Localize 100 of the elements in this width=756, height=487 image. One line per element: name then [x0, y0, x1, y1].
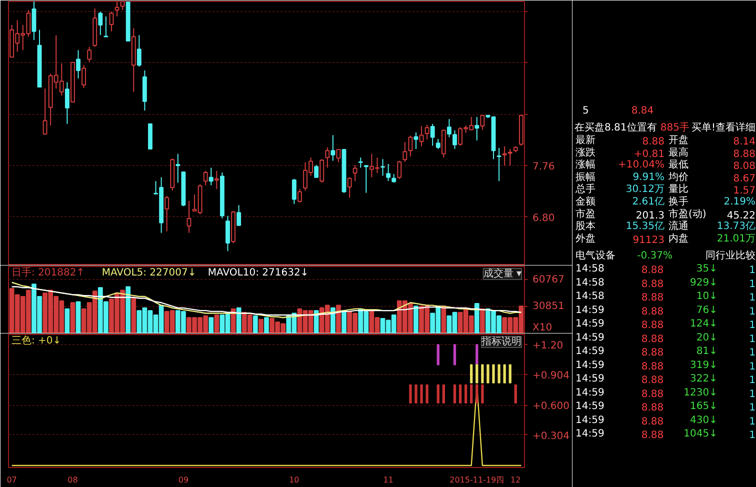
text: 8.88 [641, 388, 664, 400]
text: 1230↓ [684, 387, 718, 398]
text: 8.14 [733, 136, 756, 148]
text: +0.81 [634, 148, 665, 160]
y-tick-label: +0.600 [532, 401, 570, 412]
text: 1 [749, 388, 756, 400]
text: 9.91% [632, 172, 665, 183]
y-tick-label: 60767 [532, 274, 564, 286]
annotation: 成交量 ▾ [483, 268, 522, 280]
series-label: 日手: 201882↑ [11, 266, 85, 278]
text: 929↓ [690, 277, 718, 288]
text: 15.35亿 [626, 221, 665, 232]
text: 总手 [574, 183, 596, 196]
candlestick [446, 118, 452, 138]
text: 14:59 [576, 414, 604, 426]
candlestick [402, 142, 408, 162]
text: 8.88 [641, 348, 664, 359]
text: 最新 [576, 134, 596, 146]
candlestick [76, 50, 80, 79]
candlestick [474, 116, 480, 141]
candlestick [236, 204, 242, 226]
candlestick [42, 88, 48, 135]
y-tick-label: 30851 [532, 300, 564, 312]
text: 1 [749, 292, 756, 304]
candlestick [397, 160, 402, 180]
text: 买单!查看详细 [691, 122, 756, 134]
text: 14:59 [576, 360, 604, 371]
x-tick-label: 09 [178, 476, 189, 484]
candlestick [186, 200, 192, 234]
candlestick [408, 135, 413, 157]
text: 45.22 [726, 210, 756, 222]
x-tick-label: 10 [289, 476, 300, 484]
candlestick [164, 196, 170, 232]
candlestick [208, 167, 214, 186]
text: 1 [749, 348, 756, 359]
text: 三色: +0↓ [11, 334, 62, 346]
text: 1 [749, 278, 756, 290]
candlestick [352, 164, 358, 182]
text: 76↓ [696, 304, 718, 316]
text: 1.57 [733, 186, 756, 197]
text: 1 [749, 402, 756, 414]
text: 14:59 [576, 304, 604, 316]
text: 1 [749, 265, 756, 276]
text: 8.88 [641, 292, 664, 304]
y-tick-label: 6.80 [532, 212, 555, 224]
candlestick [98, 11, 103, 36]
text: 10↓ [696, 291, 718, 302]
candlestick [436, 138, 440, 150]
text: 内盘 [668, 232, 688, 244]
candlestick [441, 129, 446, 158]
text: MAVOL10: 271632↓ [208, 268, 309, 278]
text: 14:59 [576, 374, 604, 385]
text: 外盘 [576, 232, 596, 244]
text: 同行业比较 [706, 250, 756, 262]
text: 14:59 [576, 401, 604, 412]
y-tick-label: +1.20 [532, 340, 564, 352]
text: 8.88 [641, 334, 664, 345]
text: 1 [749, 430, 756, 442]
text: -0.37% [637, 250, 673, 262]
candlestick [364, 165, 368, 194]
candlestick [82, 64, 86, 89]
candlestick [203, 170, 208, 186]
text: 股本 [576, 220, 596, 232]
text: 最低 [668, 160, 688, 171]
candlestick [358, 157, 363, 168]
text: 165↓ [690, 401, 718, 412]
text: 1 [749, 320, 756, 332]
text: 8.67 [733, 173, 756, 184]
text: 81↓ [696, 346, 718, 358]
candlestick [419, 126, 424, 147]
candlestick [424, 124, 430, 140]
text: 1 [749, 306, 756, 318]
candlestick [176, 153, 180, 184]
annotation: 指标说明 [480, 336, 522, 348]
text: 8.88 [641, 306, 664, 318]
candlestick [314, 164, 319, 178]
text: 8.88 [641, 430, 664, 442]
y-tick-label: 7.76 [532, 162, 555, 173]
candlestick [292, 178, 296, 205]
text: 涨跌 [576, 146, 596, 158]
text: 市盈(动) [668, 208, 706, 220]
candlestick [320, 158, 324, 184]
candlestick [480, 114, 485, 130]
y-tick-label: +0.904 [532, 370, 570, 382]
candlestick [502, 146, 507, 166]
candlestick [496, 147, 502, 182]
text: 量比 [668, 183, 688, 196]
text: 2.19% [724, 196, 756, 208]
text: 319↓ [690, 360, 718, 371]
candlestick [386, 163, 391, 182]
x-tick-label: 2015-11-19四 [450, 476, 504, 484]
text: 金额 [576, 196, 596, 208]
text: 30.12万 [626, 184, 665, 196]
x-tick-label: 08 [68, 476, 78, 484]
candlestick [347, 176, 352, 198]
text: 21.01万 [716, 233, 756, 244]
candlestick [136, 34, 142, 68]
text: 最高 [668, 146, 688, 158]
text: 8.88 [642, 136, 664, 148]
text: 20↓ [696, 332, 718, 344]
